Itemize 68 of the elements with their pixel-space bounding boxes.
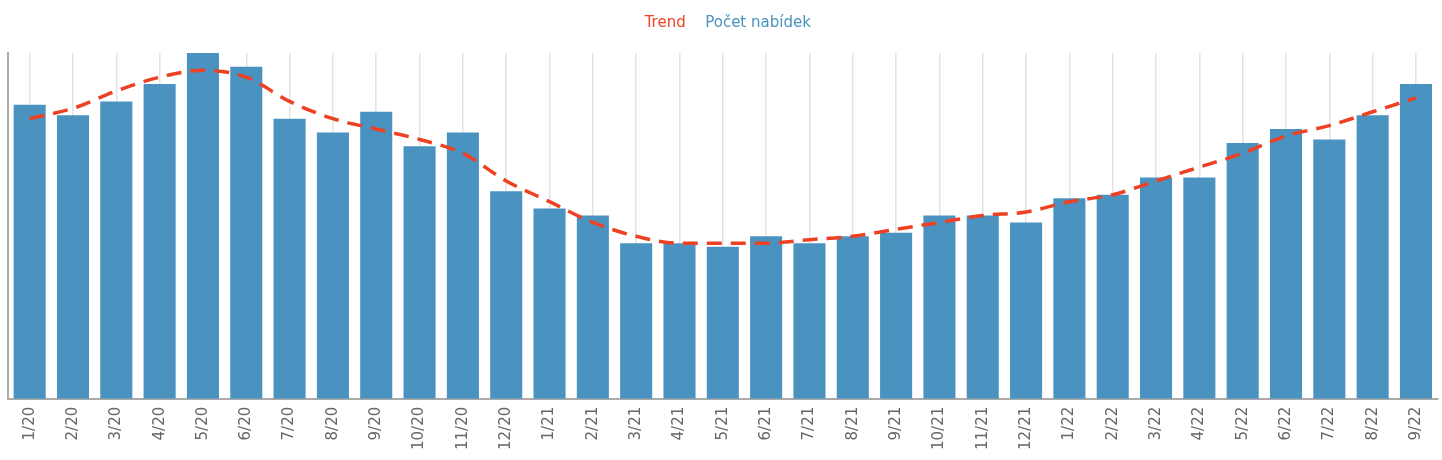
x-tick-label: 2/21 [582, 406, 601, 441]
bar [403, 146, 436, 399]
x-tick-label: 1/21 [539, 406, 558, 441]
bar [230, 66, 263, 399]
bar [1269, 129, 1303, 399]
bar [966, 215, 999, 399]
x-tick-label: 9/20 [366, 406, 385, 441]
x-tick-label: 10/20 [409, 406, 428, 451]
x-tick-label: 12/20 [496, 406, 515, 451]
bar [360, 111, 393, 399]
x-tick-label: 8/21 [842, 406, 861, 441]
x-tick-label: 5/21 [712, 406, 731, 441]
bar [793, 243, 826, 399]
bar [100, 101, 133, 399]
bar [533, 208, 566, 399]
x-tick-label: 2/20 [62, 406, 81, 441]
bar [750, 236, 783, 399]
x-tick-label: 2/22 [1102, 406, 1121, 441]
bar [836, 236, 869, 399]
x-tick-label: 3/21 [626, 406, 645, 441]
x-tick-label: 12/21 [1015, 406, 1034, 451]
x-tick-label: 7/21 [799, 406, 818, 441]
x-tick-label: 1/20 [19, 406, 38, 441]
bar [1053, 198, 1086, 399]
bar [1096, 194, 1129, 399]
bar [186, 53, 219, 399]
bar [1399, 84, 1432, 399]
bar [620, 243, 653, 399]
x-tick-label: 6/21 [756, 406, 775, 441]
bar [490, 191, 523, 399]
x-tick-label: 9/22 [1405, 406, 1424, 441]
x-tick-label: 8/22 [1362, 406, 1381, 441]
bar [880, 232, 913, 399]
bar [13, 104, 46, 399]
bar [446, 132, 479, 399]
x-tick-label: 9/21 [885, 406, 904, 441]
bar [273, 118, 306, 399]
bar [1356, 115, 1389, 399]
bar [1010, 222, 1043, 399]
x-tick-label: 11/21 [972, 406, 991, 451]
x-tick-label: 1/22 [1059, 406, 1078, 441]
bar [1140, 177, 1173, 399]
x-tick-label: 5/22 [1232, 406, 1251, 441]
bar [1313, 139, 1346, 399]
bar [663, 243, 696, 399]
bar [923, 215, 956, 399]
text: Trend [643, 13, 686, 32]
bar [1226, 142, 1259, 399]
x-tick-label: 3/22 [1145, 406, 1164, 441]
x-tick-label: 5/20 [192, 406, 211, 441]
bar [316, 132, 349, 399]
x-tick-label: 4/20 [149, 406, 168, 441]
bar [576, 215, 609, 399]
bar [706, 246, 739, 399]
x-tick-label: 11/20 [452, 406, 471, 451]
x-tick-label: 8/20 [322, 406, 341, 441]
bar [56, 115, 90, 399]
x-tick-label: 6/22 [1275, 406, 1294, 441]
x-tick-label: 7/20 [279, 406, 298, 441]
x-tick-label: 6/20 [236, 406, 255, 441]
x-tick-label: 7/22 [1319, 406, 1338, 441]
x-tick-label: 3/20 [106, 406, 125, 441]
bar [1183, 177, 1216, 399]
x-tick-label: 4/21 [669, 406, 688, 441]
x-tick-label: 4/22 [1189, 406, 1208, 441]
text: Počet nabídek [705, 13, 812, 32]
bar [143, 84, 176, 399]
x-tick-label: 10/21 [929, 406, 948, 451]
